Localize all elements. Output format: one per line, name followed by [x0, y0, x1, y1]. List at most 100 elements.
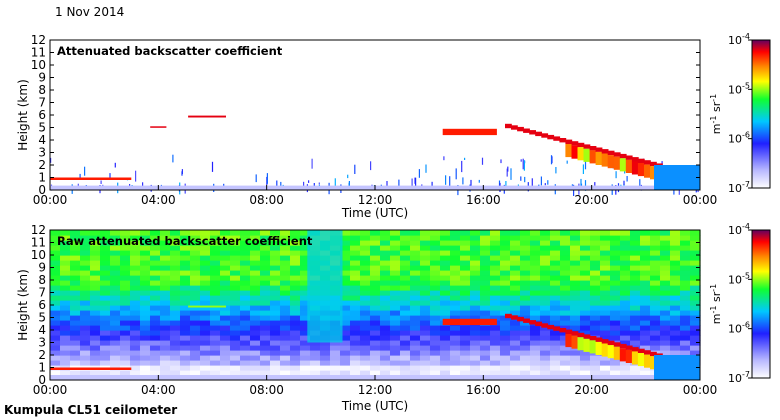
noise-cell	[190, 290, 201, 296]
noise-cell	[140, 335, 151, 341]
noise-cell	[200, 285, 211, 291]
noise-cell	[260, 260, 271, 266]
noise-cell	[660, 325, 671, 331]
noise-cell	[150, 235, 161, 241]
noise-cell	[520, 310, 531, 316]
noise-cell	[600, 255, 611, 261]
noise-cell	[640, 365, 651, 371]
noise-cell	[200, 235, 211, 241]
noise-cell	[440, 255, 451, 261]
noise-cell	[190, 230, 201, 236]
precip-cell	[619, 158, 627, 172]
noise-cell	[620, 235, 631, 241]
noise-cell	[190, 345, 201, 351]
noise-cell	[80, 265, 91, 271]
cloud-cell	[559, 138, 567, 143]
noise-cell	[600, 355, 611, 361]
noise-cell	[90, 270, 101, 276]
colorbar-tick-label: 10-4	[728, 222, 750, 237]
noise-cell	[480, 260, 491, 266]
cloud-cell	[535, 131, 542, 137]
noise-cell	[240, 280, 251, 286]
noise-cell	[430, 330, 441, 336]
noise-cell	[370, 320, 381, 326]
noise-cell	[470, 300, 481, 306]
noise-cell	[210, 285, 221, 291]
noise-cell	[580, 250, 591, 256]
noise-cell	[680, 280, 691, 286]
noise-cell	[530, 250, 541, 256]
noise-cell	[50, 240, 61, 246]
noise-cell	[530, 230, 541, 236]
noise-cell	[170, 330, 181, 336]
noise-cell	[630, 330, 641, 336]
noise-speck	[522, 158, 524, 170]
precip-cell	[637, 163, 645, 177]
noise-cell	[370, 305, 381, 311]
noise-cell	[520, 345, 531, 351]
noise-cell	[630, 230, 641, 236]
noise-cell	[690, 280, 701, 286]
noise-cell	[170, 315, 181, 321]
noise-cell	[360, 330, 371, 336]
noise-cell	[290, 355, 301, 361]
noise-cell	[300, 275, 311, 281]
noise-cell	[660, 300, 671, 306]
noise-cell	[70, 335, 81, 341]
noise-cell	[370, 330, 381, 336]
noise-cell	[400, 335, 411, 341]
noise-cell	[290, 235, 301, 241]
noise-cell	[400, 300, 411, 306]
noise-cell	[140, 365, 151, 371]
noise-cell	[340, 265, 351, 271]
noise-cell	[130, 240, 141, 246]
noise-cell	[640, 295, 651, 301]
noise-cell	[560, 265, 571, 271]
noise-cell	[670, 350, 681, 356]
noise-cell	[350, 365, 361, 371]
noise-cell	[480, 270, 491, 276]
noise-cell	[490, 300, 501, 306]
noise-cell	[140, 295, 151, 301]
noise-cell	[570, 365, 581, 371]
noise-cell	[550, 285, 561, 291]
noise-cell	[450, 295, 461, 301]
colorbar-ticks: 10-710-610-510-4	[728, 32, 752, 195]
colorbar-unit: m-1 sr-1	[709, 94, 723, 134]
noise-cell	[300, 280, 311, 286]
noise-cell	[250, 315, 261, 321]
noise-cell	[660, 245, 671, 251]
noise-cell	[510, 290, 521, 296]
noise-cell	[660, 315, 671, 321]
noise-cell	[270, 295, 281, 301]
noise-speck	[50, 157, 52, 163]
noise-cell	[410, 320, 421, 326]
noise-cell	[390, 255, 401, 261]
noise-cell	[500, 305, 511, 311]
noise-cell	[590, 230, 601, 236]
noise-cell	[240, 235, 251, 241]
noise-cell	[150, 280, 161, 286]
noise-cell	[280, 280, 291, 286]
noise-cell	[160, 280, 171, 286]
noise-cell	[150, 305, 161, 311]
noise-cell	[60, 295, 71, 301]
noise-cell	[520, 250, 531, 256]
noise-cell	[170, 305, 181, 311]
noise-cell	[450, 240, 461, 246]
noise-cell	[340, 255, 351, 261]
noise-cell	[110, 305, 121, 311]
noise-cell	[390, 235, 401, 241]
colorbar-2: 10-710-610-510-4 m-1 sr-1	[709, 222, 771, 385]
noise-cell	[570, 260, 581, 266]
noise-speck	[398, 179, 400, 191]
noise-cell	[600, 310, 611, 316]
cloud-cell	[553, 326, 561, 331]
noise-cell	[160, 245, 171, 251]
noise-cell	[110, 280, 121, 286]
noise-cell	[440, 285, 451, 291]
noise-cell	[110, 355, 121, 361]
noise-cell	[520, 300, 531, 306]
noise-cell	[120, 255, 131, 261]
noise-cell	[190, 355, 201, 361]
